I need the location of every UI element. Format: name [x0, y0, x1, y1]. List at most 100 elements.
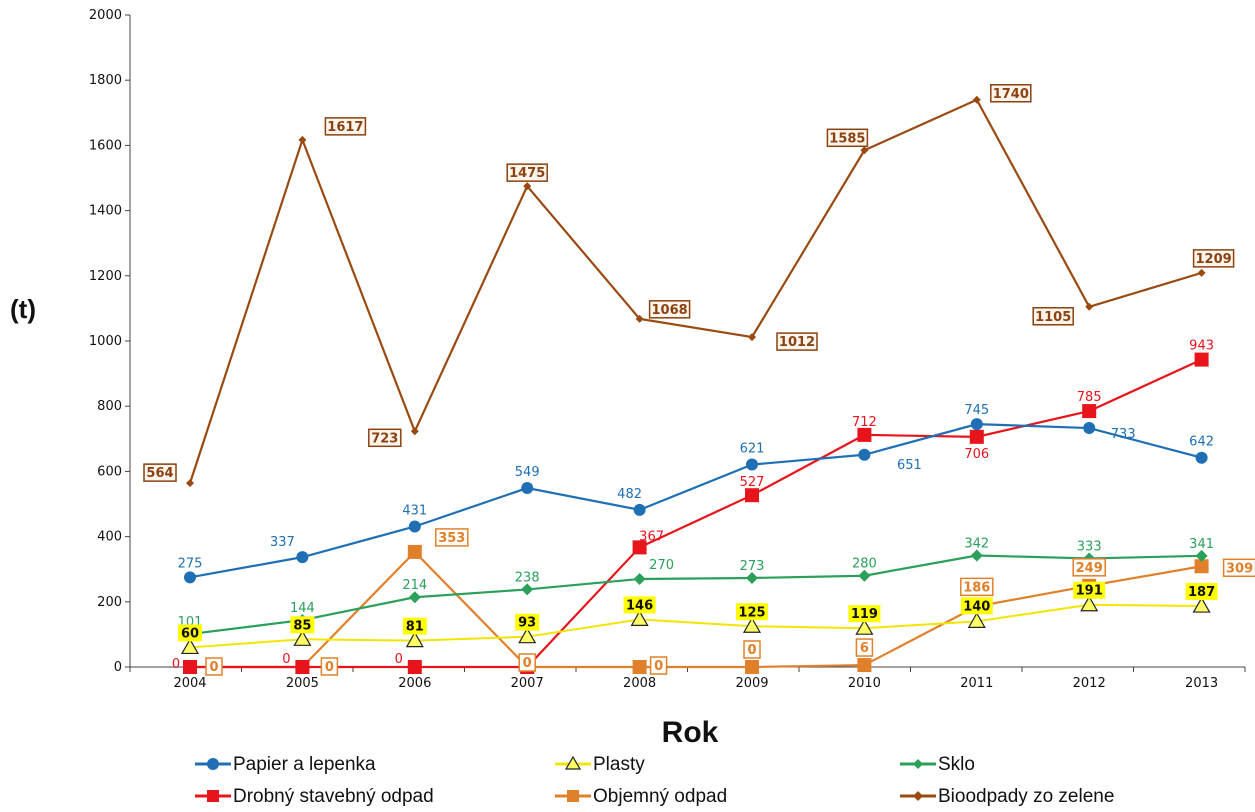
data-label-text: 187: [1188, 585, 1215, 600]
data-label-text: 191: [1076, 584, 1103, 599]
legend-label: Sklo: [938, 754, 975, 775]
data-point: [745, 660, 759, 674]
data-label: 712: [852, 415, 877, 430]
y-axis-label: (t): [10, 294, 36, 324]
data-label-text: 549: [515, 465, 540, 480]
y-tick-label: 400: [97, 530, 122, 545]
data-label: 1209: [1194, 250, 1234, 267]
data-label: 187: [1186, 583, 1218, 600]
data-label-text: 342: [964, 537, 989, 552]
data-label: 140: [961, 597, 993, 614]
data-label: 270: [649, 558, 674, 573]
data-label: 337: [270, 535, 295, 550]
legend-swatch-marker: [207, 790, 219, 802]
y-tick-label: 2000: [89, 8, 122, 23]
data-label-text: 1617: [327, 120, 363, 135]
data-label-text: 733: [1111, 427, 1136, 442]
data-label-text: 309: [1226, 561, 1253, 576]
x-tick-label: 2013: [1185, 676, 1218, 691]
data-label: 85: [290, 616, 314, 633]
data-label-text: 144: [290, 601, 315, 616]
data-label: 119: [848, 605, 880, 622]
data-label: 431: [402, 503, 427, 518]
data-label-text: 0: [747, 643, 756, 658]
x-tick-label: 2010: [848, 676, 881, 691]
data-label: 733: [1111, 427, 1136, 442]
data-label: 6: [856, 639, 872, 656]
data-label-text: 621: [740, 442, 765, 457]
data-point: [745, 488, 759, 502]
y-tick-label: 1400: [89, 204, 122, 219]
data-point: [746, 459, 758, 471]
data-label: 144: [290, 601, 315, 616]
data-label: 527: [740, 475, 765, 490]
x-tick-label: 2007: [511, 676, 544, 691]
data-point: [1083, 422, 1095, 434]
data-point: [634, 504, 646, 516]
data-label: 0: [744, 641, 760, 658]
data-label: 0: [395, 652, 403, 667]
data-label-text: 0: [282, 652, 290, 667]
data-point: [1082, 404, 1096, 418]
data-label-text: 651: [897, 458, 922, 473]
data-label-text: 431: [402, 503, 427, 518]
data-label: 621: [740, 442, 765, 457]
data-point: [295, 660, 309, 674]
data-label: 280: [852, 557, 877, 572]
legend-label: Bioodpady zo zelene: [938, 786, 1114, 807]
data-label-text: 249: [1076, 561, 1103, 576]
data-label-text: 564: [146, 466, 173, 481]
data-label: 353: [436, 529, 468, 546]
data-label-text: 0: [654, 659, 663, 674]
x-tick-label: 2005: [286, 676, 319, 691]
data-label: 1475: [507, 164, 547, 181]
data-label: 1012: [777, 333, 817, 350]
data-label-text: 1740: [993, 87, 1029, 102]
y-tick-label: 1200: [89, 269, 122, 284]
data-label-text: 270: [649, 558, 674, 573]
data-label-text: 186: [963, 580, 990, 595]
data-point: [970, 430, 984, 444]
legend-swatch-marker: [207, 758, 219, 770]
data-label-text: 214: [402, 578, 427, 593]
data-label-text: 125: [738, 605, 765, 620]
data-label: 60: [178, 624, 202, 641]
data-label-text: 0: [523, 656, 532, 671]
x-tick-label: 2006: [398, 676, 431, 691]
y-tick-label: 1800: [89, 73, 122, 88]
data-label-text: 745: [964, 403, 989, 418]
data-label-text: 367: [639, 529, 664, 544]
data-point: [1196, 452, 1208, 464]
data-label: 651: [897, 458, 922, 473]
data-label: 1617: [325, 118, 365, 135]
y-tick-label: 0: [114, 660, 122, 675]
data-label: 723: [369, 429, 401, 446]
data-label-text: 0: [209, 660, 218, 675]
data-label-text: 60: [181, 626, 199, 641]
x-tick-label: 2008: [623, 676, 656, 691]
legend-label: Papier a lepenka: [233, 754, 376, 775]
data-label: 238: [515, 570, 540, 585]
data-label-text: 0: [395, 652, 403, 667]
y-tick-label: 800: [97, 399, 122, 414]
data-label: 0: [519, 654, 535, 671]
data-label: 1740: [991, 85, 1031, 102]
data-label: 125: [736, 603, 768, 620]
data-label: 549: [515, 465, 540, 480]
x-tick-label: 2009: [735, 676, 768, 691]
x-axis-label: Rok: [662, 716, 719, 749]
x-tick-label: 2004: [173, 676, 206, 691]
data-label-text: 146: [626, 598, 653, 613]
data-label-text: 275: [178, 556, 203, 571]
data-label: 642: [1189, 435, 1214, 450]
data-label: 146: [624, 596, 656, 613]
data-label: 1068: [650, 301, 690, 318]
data-label: 482: [617, 487, 642, 502]
legend-swatch-marker: [567, 790, 579, 802]
data-label-text: 1105: [1035, 310, 1071, 325]
data-label: 81: [403, 618, 427, 635]
data-point: [857, 658, 871, 672]
data-label-text: 0: [325, 660, 334, 675]
data-label-text: 1068: [652, 303, 688, 318]
data-label-text: 723: [371, 431, 398, 446]
